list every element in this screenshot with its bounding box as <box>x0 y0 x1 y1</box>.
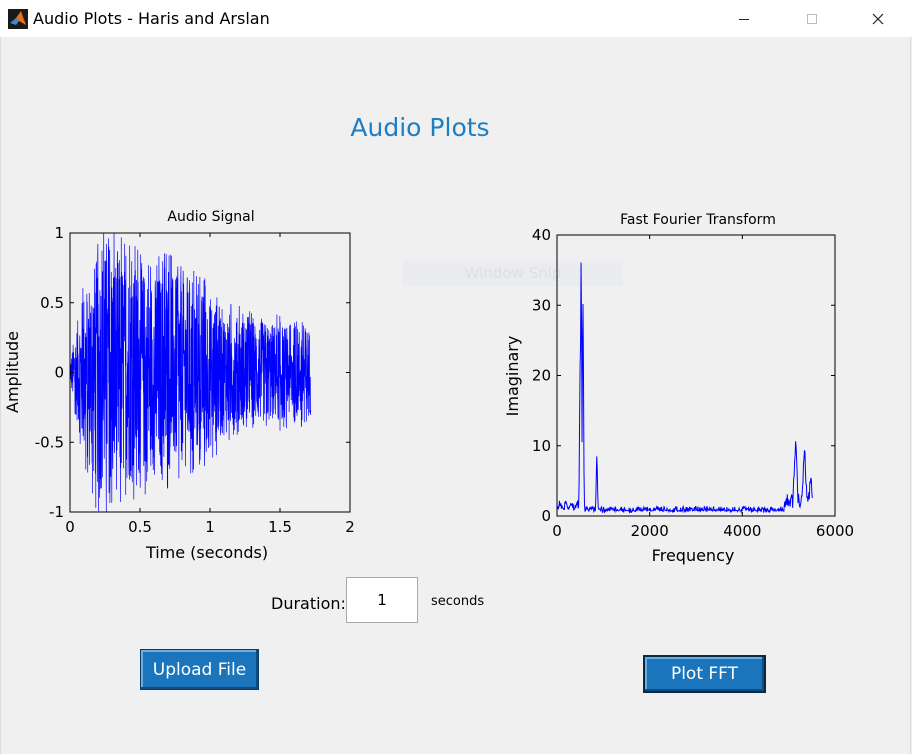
window-titlebar: Audio Plots - Haris and Arslan <box>0 0 912 37</box>
fft-ticks: 0 2000 4000 6000 0 10 20 30 40 <box>532 226 854 540</box>
close-button[interactable] <box>855 0 901 37</box>
page-title: Audio Plots <box>350 113 490 142</box>
maximize-button[interactable] <box>789 0 835 37</box>
audio-chart-title: Audio Signal <box>167 209 254 225</box>
fft-x-label: Frequency <box>652 546 735 565</box>
x-tick-label: 0 <box>552 522 562 540</box>
fft-axes-box <box>556 234 836 517</box>
y-tick-label: 0 <box>54 364 64 382</box>
window-snip-overlay: Window Snip <box>403 261 623 286</box>
figure-body <box>0 37 911 754</box>
x-tick-label: 6000 <box>816 522 854 540</box>
upload-file-button[interactable]: Upload File <box>140 649 259 690</box>
audio-signal-series <box>69 232 312 513</box>
x-tick-label: 2 <box>345 518 355 536</box>
fft-plot-area <box>556 262 813 514</box>
y-tick-label: 40 <box>532 226 551 244</box>
x-tick-label: 1 <box>205 518 215 536</box>
y-tick-label: 0.5 <box>40 294 64 312</box>
audio-signal-chart: Audio Signal 0 0.5 1 1.5 2 -1 -0.5 0 0.5 1 Time (… <box>3 209 355 562</box>
duration-input[interactable] <box>346 577 418 623</box>
seconds-label: seconds <box>431 594 485 609</box>
audio-plot-area <box>69 232 312 513</box>
audio-y-label: Amplitude <box>3 331 22 413</box>
x-tick-label: 0 <box>65 518 75 536</box>
fft-chart-title: Fast Fourier Transform <box>620 212 776 228</box>
fft-series <box>556 262 813 514</box>
minimize-icon <box>739 18 749 20</box>
y-tick-label: 1 <box>54 224 64 242</box>
duration-label: Duration: <box>271 594 346 613</box>
y-tick-label: 0 <box>541 507 551 525</box>
y-tick-label: 30 <box>532 296 551 314</box>
y-tick-label: -1 <box>49 503 64 521</box>
y-tick-label: 10 <box>532 437 551 455</box>
y-tick-label: 20 <box>532 367 551 385</box>
maximize-icon <box>807 13 817 24</box>
matlab-logo-icon <box>8 9 28 29</box>
fft-chart: Fast Fourier Transform 0 2000 4000 6000 0 10 2… <box>503 212 854 565</box>
audio-x-label: Time (seconds) <box>145 543 268 562</box>
window-title: Audio Plots - Haris and Arslan <box>33 9 270 28</box>
plot-fft-button[interactable]: Plot FFT <box>643 655 766 693</box>
fft-y-label: Imaginary <box>503 336 522 417</box>
x-tick-label: 2000 <box>631 522 669 540</box>
x-tick-label: 1.5 <box>268 518 292 536</box>
x-tick-label: 0.5 <box>128 518 152 536</box>
minimize-button[interactable] <box>721 0 767 37</box>
close-icon <box>872 13 884 24</box>
x-tick-label: 4000 <box>723 522 761 540</box>
y-tick-label: -0.5 <box>35 433 64 451</box>
audio-ticks: 0 0.5 1 1.5 2 -1 -0.5 0 0.5 1 <box>35 224 355 536</box>
